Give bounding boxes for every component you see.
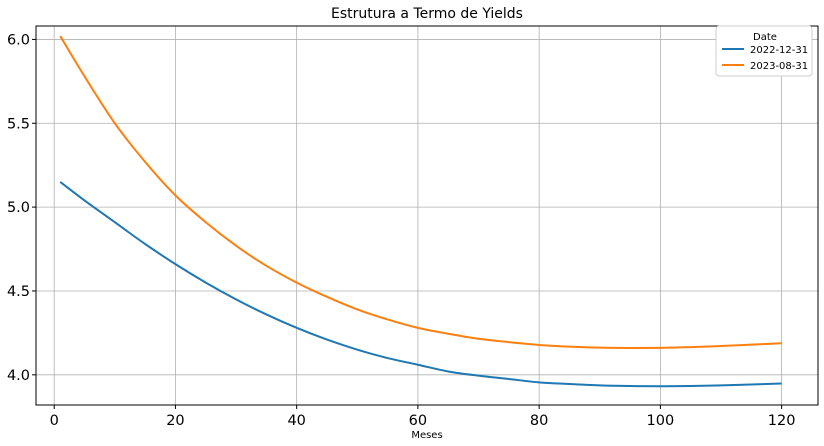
x-axis-label: Meses — [411, 430, 442, 441]
plot-frame — [35, 25, 819, 406]
series-lines — [59, 35, 782, 388]
x-tick-label: 0 — [50, 413, 59, 429]
legend: Date 2022-12-31 2023-08-31 — [715, 25, 813, 77]
legend-box — [715, 25, 813, 77]
y-tick-label: 4.0 — [7, 368, 30, 384]
legend-label: 2022-12-31 — [750, 45, 808, 56]
legend-label: 2023-08-31 — [750, 61, 808, 72]
y-tick-label: 5.0 — [7, 200, 30, 216]
axis-ticks: 0 20 40 60 80 100 120 4.0 4.5 5.0 5.5 6.0 — [7, 32, 796, 429]
x-tick-label: 80 — [530, 413, 548, 429]
x-tick-label: 100 — [647, 413, 675, 429]
legend-entries: 2022-12-31 2023-08-31 — [722, 45, 808, 72]
x-tick-label: 40 — [287, 413, 305, 429]
legend-title: Date — [753, 32, 777, 43]
y-tick-label: 5.5 — [7, 116, 30, 132]
x-tick-label: 60 — [409, 413, 427, 429]
x-tick-label: 20 — [166, 413, 184, 429]
y-tick-label: 4.5 — [7, 284, 30, 300]
grid-lines — [36, 26, 818, 405]
y-tick-label: 6.0 — [7, 32, 30, 48]
x-tick-label: 120 — [768, 413, 796, 429]
chart-title: Estrutura a Termo de Yields — [331, 6, 523, 22]
series-line-2023-08-31 — [59, 35, 782, 349]
series-line-2022-12-31 — [59, 181, 782, 388]
